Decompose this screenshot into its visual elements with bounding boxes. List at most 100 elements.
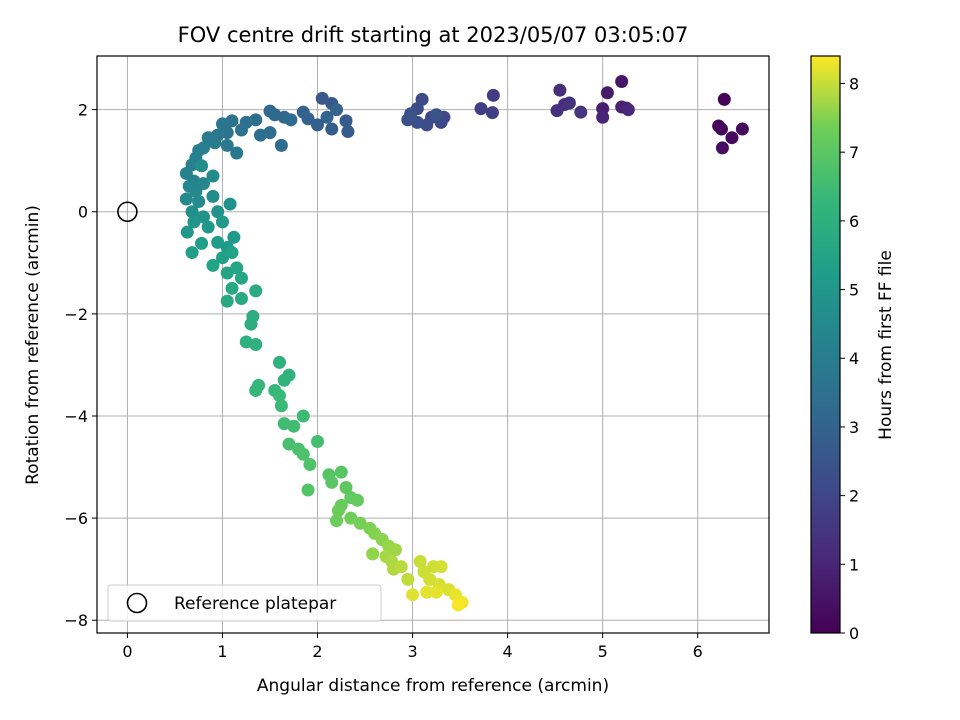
- data-point: [206, 169, 220, 183]
- data-point: [429, 108, 443, 122]
- data-point: [350, 493, 364, 507]
- data-point: [244, 317, 258, 331]
- data-point: [714, 122, 728, 136]
- data-point: [284, 113, 298, 127]
- data-point: [263, 104, 277, 118]
- data-point: [220, 138, 234, 152]
- data-point: [272, 355, 286, 369]
- data-point: [253, 128, 267, 142]
- data-point: [550, 104, 564, 118]
- data-point: [201, 220, 215, 234]
- data-point: [413, 555, 427, 569]
- data-points: [179, 75, 749, 612]
- colorbar-tick-label: 8: [849, 74, 859, 93]
- data-point: [330, 103, 344, 117]
- data-point: [225, 281, 239, 295]
- x-tick-label: 0: [122, 642, 132, 661]
- data-point: [401, 572, 415, 586]
- data-point: [195, 159, 209, 173]
- data-point: [274, 138, 288, 152]
- colorbar-label: Hours from first FF file: [876, 250, 896, 440]
- colorbar-tick-label: 4: [849, 349, 859, 368]
- data-point: [474, 102, 488, 116]
- y-tick-label: −6: [64, 509, 88, 528]
- data-point: [215, 251, 229, 265]
- colorbar-ticks: 0 1 2 3 4 5 6 7 8: [840, 74, 859, 643]
- data-point: [615, 75, 629, 89]
- data-point: [596, 110, 610, 124]
- grid: [97, 56, 769, 633]
- data-point: [404, 107, 418, 121]
- data-point: [621, 103, 635, 117]
- data-point: [227, 230, 241, 244]
- y-tick-label: 2: [78, 101, 88, 120]
- y-tick-label: −8: [64, 611, 88, 630]
- data-point: [234, 292, 248, 306]
- data-point: [451, 598, 465, 612]
- data-point: [277, 373, 291, 387]
- data-point: [211, 235, 225, 249]
- data-point: [249, 284, 263, 298]
- data-point: [574, 105, 588, 119]
- data-point: [272, 389, 286, 403]
- y-tick-label: −2: [64, 305, 88, 324]
- x-tick-label: 2: [312, 642, 322, 661]
- x-axis-label: Angular distance from reference (arcmin): [257, 676, 609, 696]
- data-point: [423, 572, 437, 586]
- data-point: [223, 197, 237, 211]
- legend: Reference platepar: [107, 584, 382, 622]
- data-point: [196, 210, 210, 224]
- data-point: [195, 236, 209, 250]
- colorbar-tick-label: 7: [849, 143, 859, 162]
- data-point: [334, 465, 348, 479]
- data-point: [287, 419, 301, 433]
- colorbar-tick-label: 6: [849, 212, 859, 231]
- legend-box: [107, 584, 382, 622]
- data-point: [215, 117, 229, 131]
- colorbar-gradient: [810, 55, 841, 634]
- data-point: [715, 141, 729, 155]
- data-point: [301, 483, 315, 497]
- data-point: [434, 560, 448, 574]
- data-point: [189, 184, 203, 198]
- data-point: [394, 560, 408, 574]
- chart-title: FOV centre drift starting at 2023/05/07 …: [178, 23, 689, 47]
- data-point: [249, 383, 263, 397]
- data-point: [206, 189, 220, 203]
- data-point: [315, 91, 329, 105]
- x-tick-label: 3: [407, 642, 417, 661]
- colorbar-tick-label: 1: [849, 555, 859, 574]
- data-point: [296, 409, 310, 423]
- data-point: [234, 271, 248, 285]
- legend-marker-icon: [126, 592, 148, 614]
- data-point: [553, 83, 567, 97]
- data-point: [296, 447, 310, 461]
- data-point: [185, 246, 199, 260]
- y-axis-label: Rotation from reference (arcmin): [23, 205, 43, 485]
- x-axis: 0 1 2 3 4 5 6: [122, 633, 703, 661]
- legend-entry-reference: Reference platepar: [174, 594, 336, 614]
- data-point: [180, 225, 194, 239]
- data-point: [341, 125, 355, 139]
- data-point: [325, 122, 339, 136]
- data-point: [225, 246, 239, 260]
- data-point: [562, 96, 576, 110]
- y-axis: −8 −6 −4 −2 0 2: [64, 101, 97, 630]
- data-point: [344, 511, 358, 525]
- data-point: [185, 205, 199, 219]
- colorbar-tick-label: 3: [849, 418, 859, 437]
- data-point: [339, 114, 353, 128]
- data-point: [311, 435, 325, 449]
- x-tick-label: 6: [693, 642, 703, 661]
- data-point: [215, 215, 229, 229]
- reference-platepar-marker: [117, 201, 138, 223]
- data-point: [201, 131, 215, 145]
- x-tick-label: 5: [598, 642, 608, 661]
- data-point: [187, 215, 201, 229]
- data-point: [206, 258, 220, 272]
- data-point: [420, 585, 434, 599]
- data-point: [330, 514, 344, 528]
- y-tick-label: 0: [78, 203, 88, 222]
- data-point: [249, 338, 263, 351]
- data-point: [320, 110, 334, 124]
